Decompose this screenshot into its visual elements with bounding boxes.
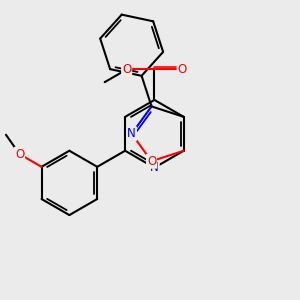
Text: O: O bbox=[122, 63, 131, 76]
Text: O: O bbox=[178, 63, 187, 76]
Text: O: O bbox=[147, 155, 156, 168]
Text: N: N bbox=[150, 161, 159, 174]
Text: O: O bbox=[15, 148, 24, 160]
Text: N: N bbox=[127, 127, 136, 140]
